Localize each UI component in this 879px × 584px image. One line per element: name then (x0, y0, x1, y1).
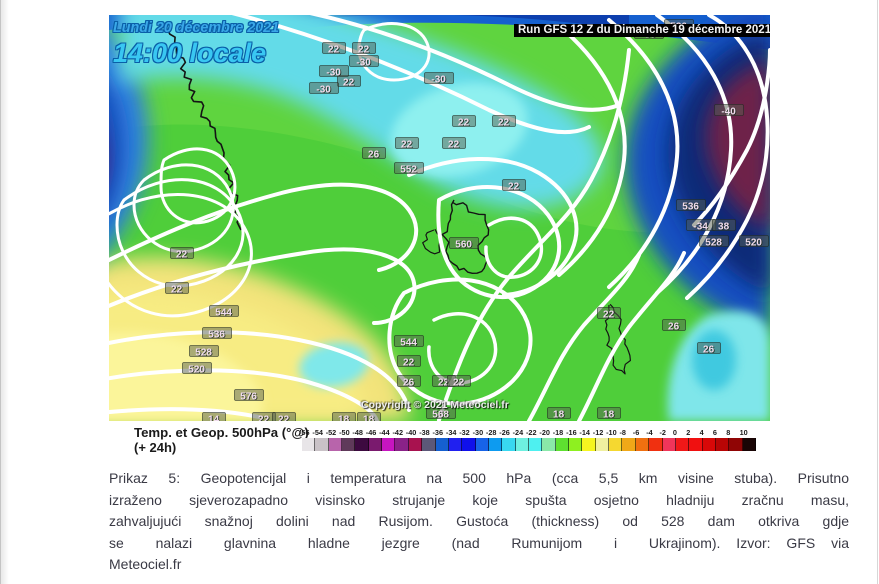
svg-text:560: 560 (455, 239, 472, 250)
svg-text:544: 544 (400, 337, 417, 348)
svg-text:18: 18 (338, 414, 350, 421)
svg-text:22: 22 (458, 117, 470, 128)
svg-text:22: 22 (401, 139, 413, 150)
svg-text:18: 18 (553, 409, 565, 420)
svg-text:544: 544 (215, 307, 232, 318)
svg-text:-34: -34 (693, 221, 708, 232)
svg-text:22: 22 (176, 249, 188, 260)
svg-text:22: 22 (343, 77, 355, 88)
svg-text:38: 38 (718, 221, 730, 232)
svg-text:22: 22 (258, 414, 270, 421)
svg-text:520: 520 (188, 364, 205, 375)
svg-text:26: 26 (703, 344, 715, 355)
svg-text:22: 22 (328, 44, 340, 55)
svg-text:22: 22 (403, 357, 415, 368)
svg-text:26: 26 (368, 149, 380, 160)
svg-text:536: 536 (208, 329, 225, 340)
svg-text:-30: -30 (431, 74, 446, 85)
svg-text:22: 22 (603, 309, 615, 320)
svg-text:14: 14 (208, 414, 220, 421)
svg-text:528: 528 (705, 237, 722, 248)
svg-text:528: 528 (195, 347, 212, 358)
svg-text:22: 22 (278, 414, 290, 421)
svg-text:26: 26 (403, 377, 415, 388)
svg-text:-30: -30 (316, 84, 331, 95)
svg-text:22: 22 (453, 377, 465, 388)
svg-text:-30: -30 (356, 57, 371, 68)
svg-text:22: 22 (448, 139, 460, 150)
svg-text:22: 22 (171, 284, 183, 295)
svg-text:26: 26 (668, 321, 680, 332)
svg-text:18: 18 (363, 414, 375, 421)
svg-text:552: 552 (400, 164, 417, 175)
svg-text:22: 22 (498, 117, 510, 128)
svg-text:-30: -30 (326, 67, 341, 78)
svg-text:520: 520 (745, 237, 762, 248)
svg-text:22: 22 (508, 181, 520, 192)
svg-text:18: 18 (603, 409, 615, 420)
svg-text:536: 536 (682, 201, 699, 212)
svg-text:22: 22 (358, 44, 370, 55)
svg-text:576: 576 (240, 391, 257, 402)
svg-text:-40: -40 (721, 106, 736, 117)
